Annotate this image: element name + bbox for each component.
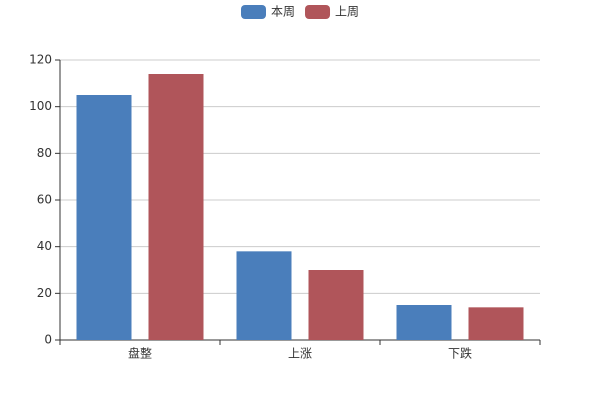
x-tick-label: 下跌 (448, 346, 472, 361)
bar (236, 251, 292, 340)
x-tick-label: 上涨 (288, 346, 312, 361)
y-tick-label: 80 (37, 146, 52, 160)
y-tick-label: 100 (29, 99, 52, 113)
y-tick-label: 40 (37, 239, 52, 253)
x-tick-label: 盘整 (128, 346, 152, 361)
legend-swatch (241, 5, 266, 19)
legend-label: 本周 (271, 5, 295, 19)
y-tick-label: 0 (44, 333, 52, 347)
bar (76, 95, 132, 340)
y-tick-label: 20 (37, 286, 52, 300)
y-tick-label: 60 (37, 193, 52, 207)
bar (468, 307, 524, 340)
bar (148, 74, 204, 340)
legend-swatch (305, 5, 331, 19)
legend-label: 上周 (335, 5, 359, 19)
y-tick-label: 120 (29, 53, 52, 67)
bar (308, 270, 364, 340)
bar (396, 305, 452, 340)
